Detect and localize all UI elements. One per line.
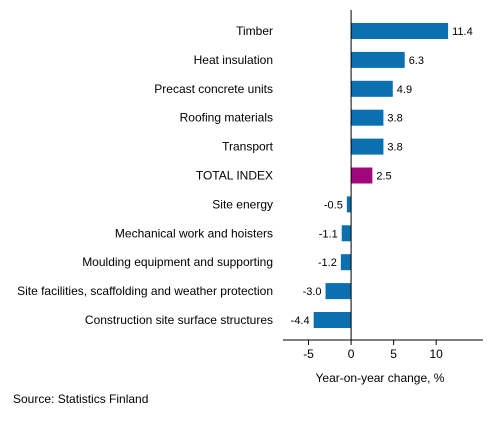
value-label: 3.8: [387, 142, 402, 154]
bar-moulding-equipment-and-supporting: [340, 254, 352, 271]
category-label: Moulding equipment and supporting: [82, 255, 273, 269]
category-label: Site facilities, scaffolding and weather…: [17, 284, 273, 298]
category-label: Transport: [222, 140, 274, 154]
bar-precast-concrete-units: [351, 80, 393, 97]
bar-mechanical-work-and-hoisters: [341, 225, 352, 242]
category-label: Construction site surface structures: [85, 313, 273, 327]
bars-group: [313, 23, 449, 328]
bar-site-facilities-scaffolding-and-weather-protection: [325, 283, 352, 300]
bar-construction-site-surface-structures: [313, 312, 352, 328]
value-label: 11.4: [452, 26, 473, 38]
bar-site-energy: [346, 196, 352, 213]
category-label: Mechanical work and hoisters: [115, 226, 273, 240]
category-label: Site energy: [212, 197, 273, 211]
x-axis-title: Year-on-year change, %: [316, 371, 445, 385]
x-axis: -5 0 5 10: [283, 10, 483, 361]
value-label: -4.4: [291, 315, 310, 327]
bar-roofing-materials: [351, 109, 384, 126]
value-label: 2.5: [376, 171, 391, 183]
category-label: Precast concrete units: [154, 82, 273, 96]
bar-heat-insulation: [351, 51, 405, 68]
value-label: -1.2: [318, 257, 337, 269]
value-label: -0.5: [324, 199, 343, 211]
value-label: 6.3: [409, 55, 424, 67]
category-label: Heat insulation: [194, 53, 273, 67]
source-note: Source: Statistics Finland: [13, 392, 148, 406]
x-tick-label: 5: [390, 347, 397, 361]
category-label: TOTAL INDEX: [196, 169, 273, 183]
value-label: -1.1: [319, 228, 338, 240]
value-label: 3.8: [387, 113, 402, 125]
bar-transport: [351, 138, 384, 155]
x-tick-label: 0: [348, 347, 355, 361]
value-label: 4.9: [397, 84, 412, 96]
bar-total-index: [351, 167, 373, 184]
value-labels-group: 11.4 6.3 4.9 3.8 3.8 2.5 -0.5 -1.1 -1.2 -3.0 -4.4: [291, 26, 473, 327]
category-label: Roofing materials: [180, 111, 273, 125]
category-labels-group: Timber Heat insulation Precast concrete un…: [17, 24, 274, 327]
value-label: -3.0: [303, 286, 322, 298]
bar-timber: [351, 23, 449, 39]
x-tick-label: -5: [303, 347, 314, 361]
x-tick-label: 10: [430, 347, 444, 361]
category-label: Timber: [236, 24, 273, 38]
